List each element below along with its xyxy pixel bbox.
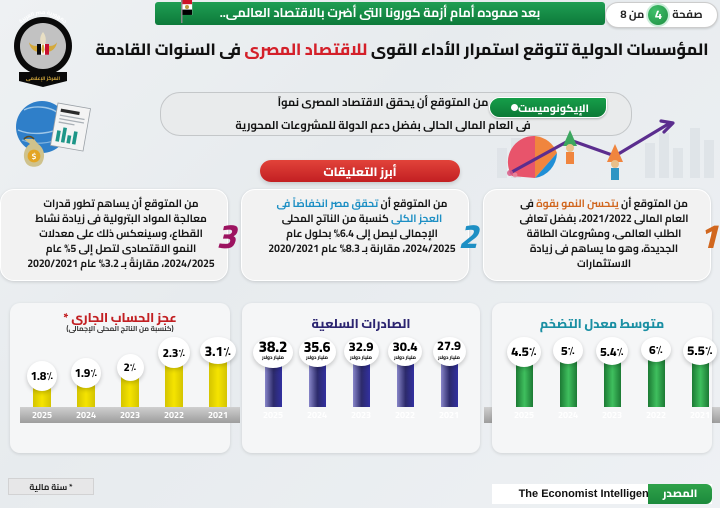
svg-text:$: $ (32, 149, 36, 164)
svg-text:المركز الإعلامى: المركز الإعلامى (26, 73, 61, 83)
